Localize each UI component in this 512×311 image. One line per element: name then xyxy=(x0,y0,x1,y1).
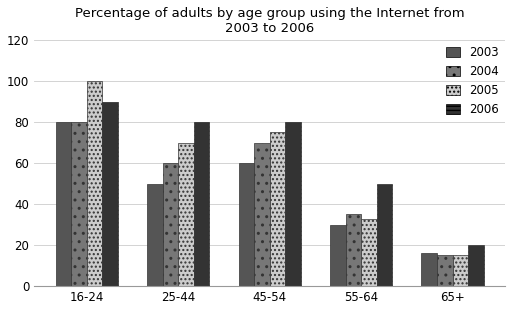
Bar xyxy=(178,143,194,286)
Bar xyxy=(147,184,163,286)
Bar xyxy=(163,163,178,286)
Title: Percentage of adults by age group using the Internet from
2003 to 2006: Percentage of adults by age group using … xyxy=(75,7,464,35)
Bar xyxy=(346,215,361,286)
Bar xyxy=(330,225,346,286)
Bar xyxy=(254,143,270,286)
Legend: 2003, 2004, 2005, 2006: 2003, 2004, 2005, 2006 xyxy=(442,43,503,119)
Bar xyxy=(270,132,285,286)
Bar xyxy=(453,255,468,286)
Bar xyxy=(468,245,484,286)
Bar xyxy=(56,122,71,286)
Bar xyxy=(361,219,377,286)
Bar xyxy=(71,122,87,286)
Bar xyxy=(239,163,254,286)
Bar xyxy=(421,253,437,286)
Bar xyxy=(87,81,102,286)
Bar xyxy=(437,255,453,286)
Bar xyxy=(102,102,118,286)
Bar xyxy=(194,122,209,286)
Bar xyxy=(285,122,301,286)
Bar xyxy=(377,184,392,286)
